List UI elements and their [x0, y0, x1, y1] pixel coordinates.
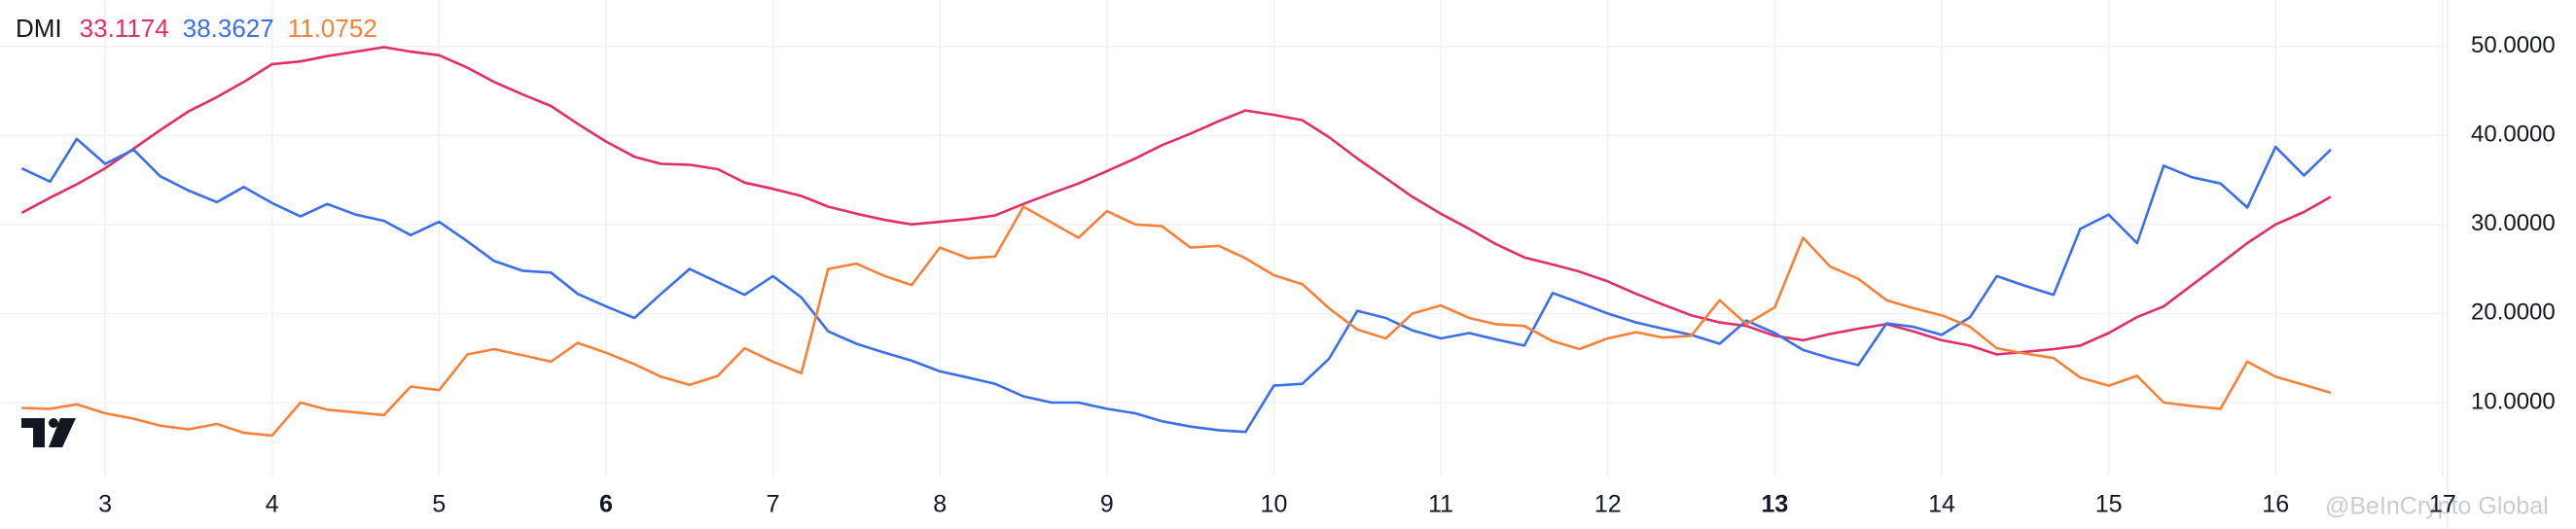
x-tick-label: 8	[933, 491, 947, 518]
logo-part	[21, 418, 45, 447]
x-tick-label: 14	[1928, 491, 1955, 518]
x-tick-label: 13	[1761, 491, 1788, 518]
x-tick-label: 10	[1261, 491, 1288, 518]
series-line	[20, 137, 2332, 434]
indicator-value: 33.1174	[80, 14, 169, 43]
y-tick-label: 20.0000	[2471, 300, 2556, 326]
x-tick-label: 17	[2429, 491, 2456, 518]
x-tick-label: 12	[1594, 491, 1622, 518]
x-tick-label: 7	[767, 491, 780, 518]
series-line	[20, 46, 2332, 356]
x-tick-label: 3	[98, 491, 112, 518]
logo-part	[49, 418, 58, 428]
indicator-value: 11.0752	[288, 14, 377, 43]
x-tick-label: 11	[1428, 491, 1453, 518]
x-tick-label: 5	[432, 491, 446, 518]
indicator-name: DMI	[16, 14, 62, 43]
indicator-values: 33.1174 38.3627 11.0752	[80, 14, 377, 43]
watermark: @BeInCrypto Global	[2325, 493, 2549, 520]
x-tick-label: 16	[2262, 491, 2289, 518]
indicator-value: 38.3627	[183, 14, 274, 43]
y-tick-label: 30.0000	[2471, 210, 2556, 236]
x-tick-label: 6	[599, 491, 613, 518]
logo-part	[49, 418, 76, 447]
y-tick-label: 10.0000	[2471, 388, 2556, 414]
grid-layer	[0, 0, 2448, 476]
tradingview-logo	[21, 418, 76, 447]
series-line	[21, 205, 2332, 438]
y-tick-label: 50.0000	[2471, 32, 2556, 58]
x-tick-label: 15	[2095, 491, 2123, 518]
x-tick-label: 4	[266, 491, 279, 518]
y-tick-label: 40.0000	[2471, 122, 2556, 148]
x-tick-label: 9	[1100, 491, 1114, 518]
line-layer	[20, 46, 2332, 438]
